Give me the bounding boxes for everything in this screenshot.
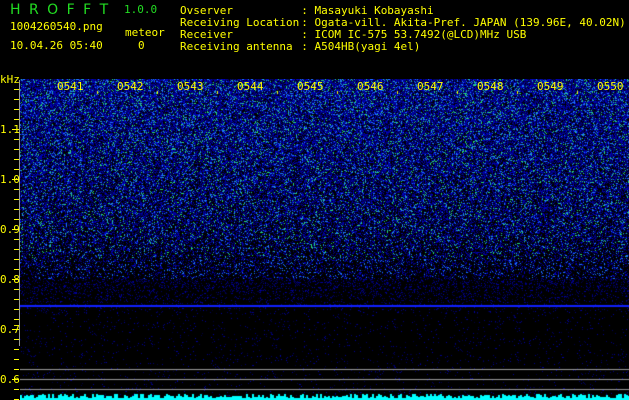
y-tick-label: 1.0: [0, 173, 20, 186]
y-tick-label: 0.9: [0, 223, 20, 236]
y-tick: [14, 209, 19, 210]
station-info: Ovserver : Masayuki Kobayashi Receiving …: [180, 5, 626, 52]
time-label: 0545: [297, 80, 324, 93]
y-tick: [14, 109, 19, 110]
y-tick: [14, 339, 19, 340]
y-tick: [14, 309, 19, 310]
time-label: 0543: [177, 80, 204, 93]
spectrogram: [20, 79, 629, 400]
location-label: Receiving Location: [180, 16, 300, 29]
y-tick: [14, 139, 19, 140]
y-tick: [14, 89, 19, 90]
y-tick: [12, 229, 19, 230]
receiver-value: : ICOM IC-575 53.7492(@LCD)MHz USB: [301, 28, 527, 41]
y-tick: [14, 269, 19, 270]
y-tick: [14, 149, 19, 150]
time-label: 0549: [537, 80, 564, 93]
antenna-label: Receiving antenna: [180, 40, 293, 53]
observer-value: : Masayuki Kobayashi: [301, 4, 434, 17]
y-axis-line: [19, 80, 20, 346]
receiver-label: Receiver: [180, 28, 233, 41]
y-tick: [12, 179, 19, 180]
y-tick: [14, 289, 19, 290]
location-value: : Ogata-vill. Akita-Pref. JAPAN (139.96E…: [301, 16, 626, 29]
y-tick: [14, 259, 19, 260]
y-tick: [14, 189, 19, 190]
y-tick: [14, 299, 19, 300]
time-label: 0544: [237, 80, 264, 93]
y-tick: [14, 119, 19, 120]
time-label: 0550: [597, 80, 624, 93]
app-version: 1.0.0: [124, 3, 158, 16]
y-tick-label: 0.7: [0, 323, 20, 336]
y-tick: [14, 359, 19, 360]
observer-label: Ovserver: [180, 4, 233, 17]
time-label: 0548: [477, 80, 504, 93]
y-tick: [14, 99, 19, 100]
y-tick: [12, 329, 19, 330]
y-tick: [14, 169, 19, 170]
time-label: 0541: [57, 80, 84, 93]
time-label: 0547: [417, 80, 444, 93]
datetime: 10.04.26 05:40: [10, 39, 103, 52]
y-tick: [14, 199, 19, 200]
filename: 1004260540.png: [10, 20, 103, 33]
y-tick: [12, 129, 19, 130]
time-label: 0546: [357, 80, 384, 93]
y-tick: [14, 159, 19, 160]
meteor-label: meteor: [125, 26, 165, 39]
antenna-value: : A504HB(yagi 4el): [301, 40, 421, 53]
y-tick: [14, 239, 19, 240]
y-tick: [14, 389, 19, 390]
y-tick: [14, 369, 19, 370]
app-logo: H R O F F T: [10, 2, 111, 18]
y-tick-label: 1.1: [0, 123, 20, 136]
y-axis-unit: kHz: [0, 73, 20, 86]
y-tick-label: 0.6: [0, 373, 20, 386]
meteor-count: 0: [138, 39, 145, 52]
y-tick: [14, 219, 19, 220]
y-tick-label: 0.8: [0, 273, 20, 286]
y-tick: [14, 319, 19, 320]
y-tick: [12, 279, 19, 280]
time-label: 0542: [117, 80, 144, 93]
y-tick: [12, 379, 19, 380]
y-tick: [14, 249, 19, 250]
y-tick: [14, 349, 19, 350]
